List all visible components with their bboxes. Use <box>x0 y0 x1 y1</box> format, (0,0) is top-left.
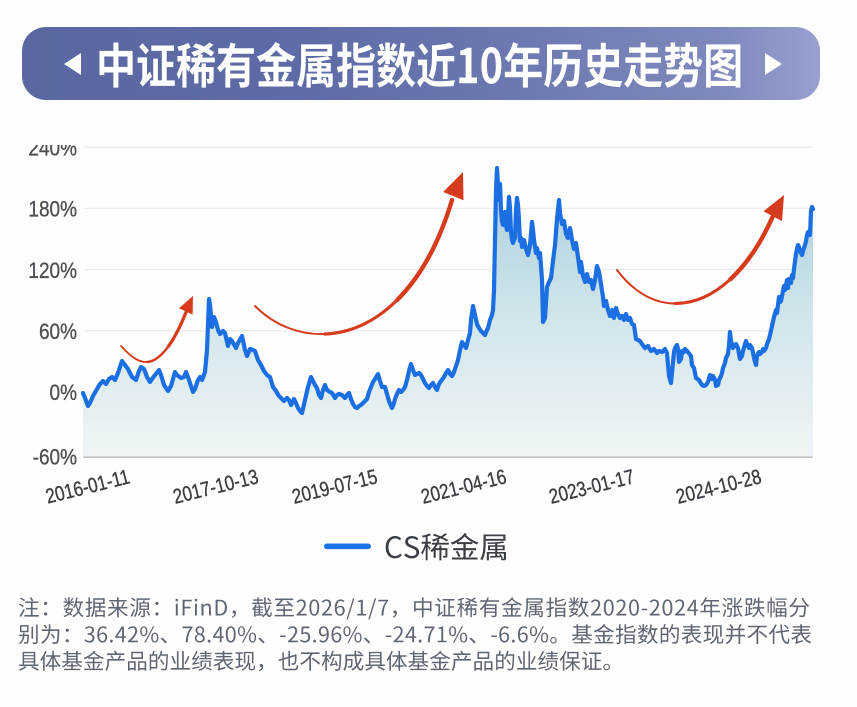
svg-text:2024-10-28: 2024-10-28 <box>674 466 764 509</box>
svg-text:60%: 60% <box>39 320 77 345</box>
svg-text:2021-04-16: 2021-04-16 <box>419 466 509 509</box>
svg-text:2016-01-11: 2016-01-11 <box>44 466 133 509</box>
svg-text:-60%: -60% <box>33 445 77 470</box>
svg-text:2023-01-17: 2023-01-17 <box>547 466 637 509</box>
svg-text:2017-10-13: 2017-10-13 <box>171 466 261 509</box>
svg-text:2019-07-15: 2019-07-15 <box>290 466 380 509</box>
svg-text:180%: 180% <box>28 197 77 222</box>
svg-text:120%: 120% <box>28 258 77 283</box>
svg-text:0%: 0% <box>50 381 77 406</box>
